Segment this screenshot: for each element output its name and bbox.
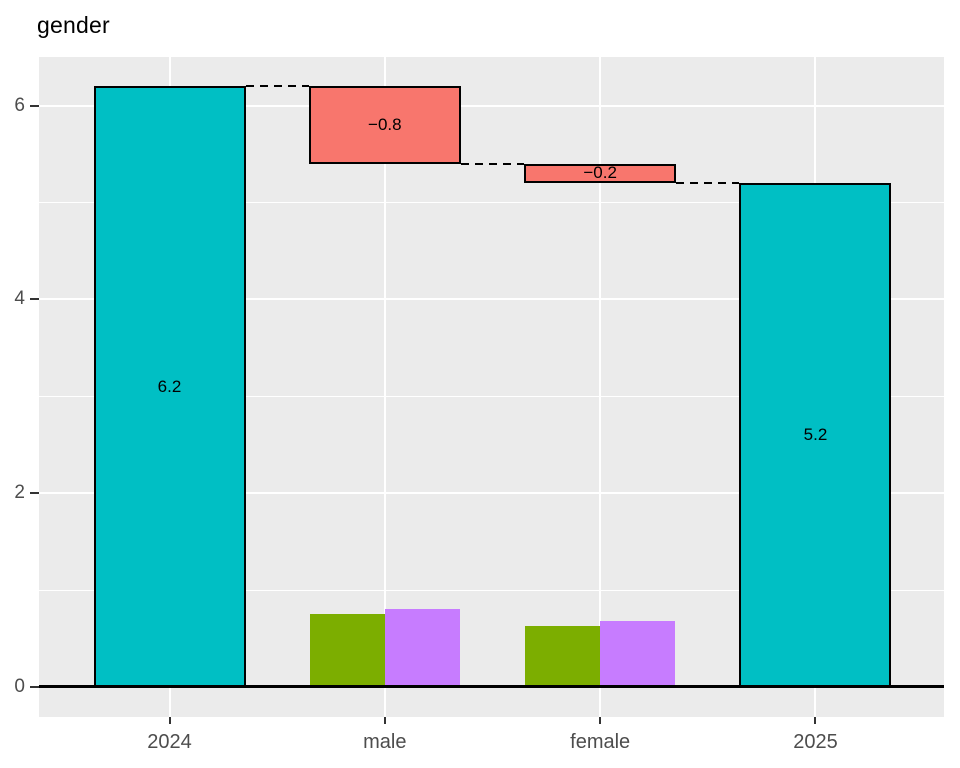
gridline-horizontal-major: [39, 298, 944, 301]
waterfall-bar-2025: [739, 183, 892, 687]
gridline-horizontal-major: [39, 104, 944, 107]
x-axis-tick-label-male: male: [363, 731, 407, 753]
gridline-horizontal-minor: [39, 395, 944, 397]
bar-value-label-male: −0.8: [368, 114, 402, 134]
bar-value-label-2025: 5.2: [803, 425, 828, 445]
y-axis-tick: [30, 298, 39, 301]
y-axis-tick: [30, 492, 39, 495]
gridline-horizontal-minor: [39, 589, 944, 591]
connector-dash-female-2025: [676, 182, 740, 185]
y-axis-tick-label: 4: [14, 288, 25, 310]
x-axis-zero-line: [39, 685, 944, 688]
y-axis-tick: [30, 104, 39, 107]
x-axis-tick: [383, 717, 386, 724]
dodged-bar-male-right: [384, 609, 460, 687]
gridline-vertical-major: [383, 57, 386, 717]
waterfall-bar-2024: [93, 86, 246, 687]
y-axis-tick-label: 6: [14, 94, 25, 116]
x-axis-tick: [599, 717, 602, 724]
y-axis-tick: [30, 686, 39, 688]
plot-panel: 6.2 −0.8 −0.2 5.2: [39, 57, 944, 717]
x-axis-tick-label-2025: 2025: [793, 731, 838, 753]
connector-dash-male-female: [460, 162, 525, 165]
waterfall-bar-female: [524, 163, 677, 184]
bar-value-label-female: −0.2: [583, 163, 617, 183]
gridline-horizontal-major: [39, 492, 944, 495]
x-axis-tick: [168, 717, 171, 724]
chart-title: gender: [37, 12, 110, 38]
x-axis-tick: [814, 717, 817, 724]
x-axis-tick-label-2024: 2024: [147, 731, 192, 753]
gridline-vertical-major: [599, 57, 602, 717]
y-axis-tick-label: 2: [14, 482, 25, 504]
dodged-bar-male-left: [309, 614, 385, 687]
y-axis-tick-label: 0: [14, 676, 25, 697]
bar-value-label-2024: 6.2: [157, 376, 182, 396]
waterfall-bar-male: [308, 86, 461, 164]
connector-dash-2024-male: [245, 85, 309, 88]
dodged-bar-female-left: [525, 625, 601, 687]
gridline-horizontal-minor: [39, 202, 944, 203]
dodged-bar-female-right: [600, 621, 676, 687]
x-axis-tick-label-female: female: [570, 731, 631, 753]
